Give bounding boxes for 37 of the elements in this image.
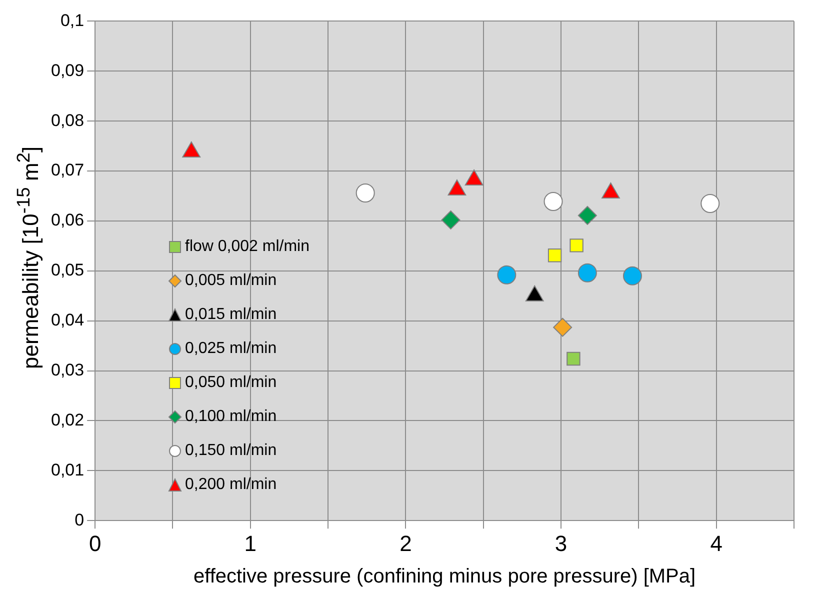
x-tick-label: 4 xyxy=(710,530,722,556)
legend-label: flow 0,002 ml/min xyxy=(185,237,310,257)
x-tick-label: 1 xyxy=(244,530,257,556)
point xyxy=(441,210,460,230)
legend-label: 0,025 ml/min xyxy=(185,339,277,359)
point xyxy=(570,238,584,252)
point xyxy=(700,194,720,213)
point xyxy=(578,206,597,225)
legend-label: 0,050 ml/min xyxy=(185,373,277,393)
x-tick-label: 2 xyxy=(400,530,412,556)
point xyxy=(622,266,642,286)
point xyxy=(578,263,597,282)
y-tick-label: 0,07 xyxy=(50,160,84,180)
y-tick-label: 0,09 xyxy=(50,60,84,80)
point xyxy=(566,352,580,366)
y-tick-label: 0,03 xyxy=(50,360,84,380)
x-tick-label: 0 xyxy=(88,530,102,556)
point xyxy=(544,192,563,211)
y-tick-label: 0,05 xyxy=(50,260,84,280)
x-tick-label: 3 xyxy=(554,530,568,556)
legend-label: 0,005 ml/min xyxy=(185,271,277,291)
legend-label: 0,150 ml/min xyxy=(185,441,277,461)
point xyxy=(553,318,572,337)
y-tick-label: 0,1 xyxy=(60,10,84,30)
y-tick-label: 0,08 xyxy=(50,110,84,130)
y-tick-label: 0,06 xyxy=(50,210,84,230)
point xyxy=(548,248,562,262)
y-tick-label: 0,01 xyxy=(50,460,84,480)
point xyxy=(497,265,516,284)
y-tick-label: 0,02 xyxy=(50,410,84,430)
y-tick-label: 0 xyxy=(74,510,84,530)
x-axis-title: effective pressure (confining minus pore pressure) [MPa] xyxy=(193,566,696,588)
legend-label: 0,100 ml/min xyxy=(185,407,277,427)
legend-label: 0,015 ml/min xyxy=(185,305,277,325)
point xyxy=(356,183,375,202)
y-tick-label: 0,04 xyxy=(50,310,84,330)
legend-label: 0,200 ml/min xyxy=(185,475,277,495)
